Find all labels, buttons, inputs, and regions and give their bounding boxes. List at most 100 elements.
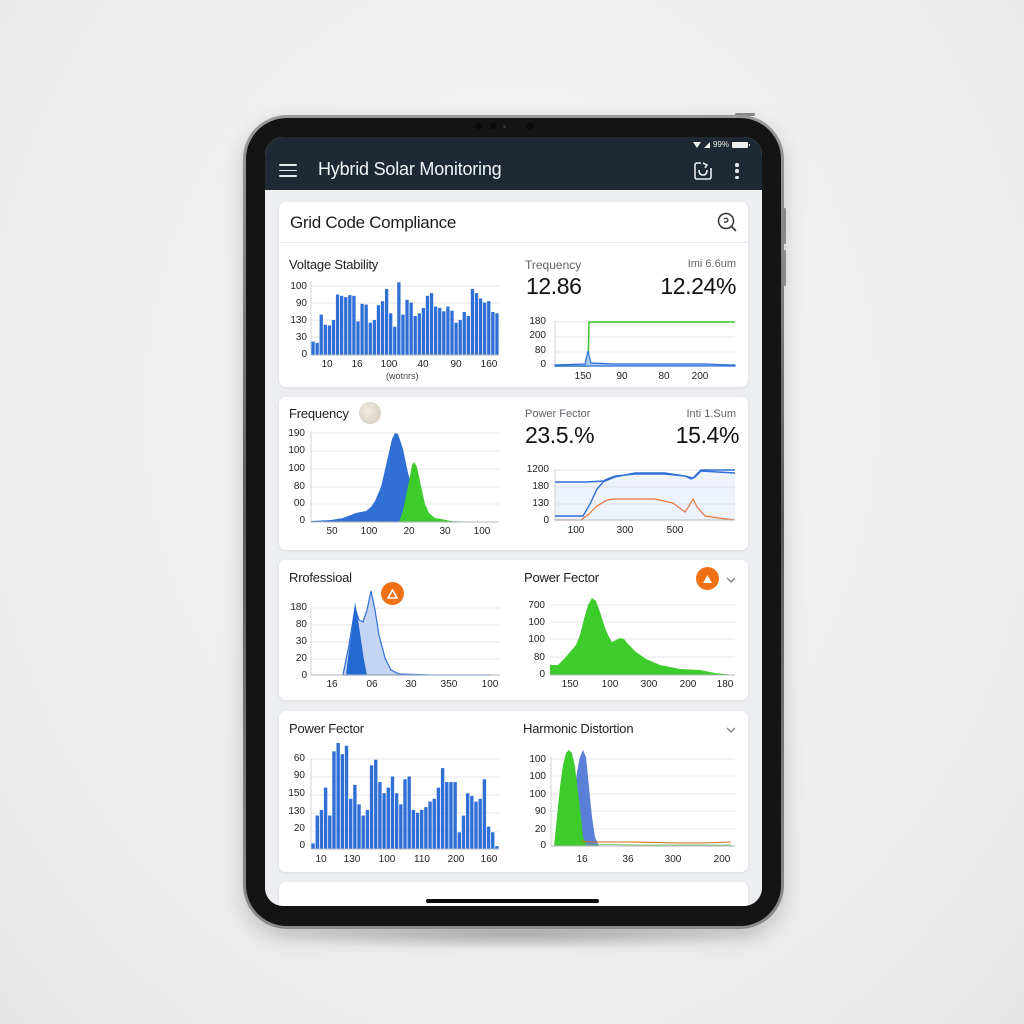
bar: [327, 325, 332, 355]
bar: [465, 793, 470, 849]
x-tick: 16: [576, 854, 588, 865]
y-tick: 0: [299, 840, 305, 851]
x-tick: 90: [616, 371, 628, 382]
x-tick: 200: [713, 854, 731, 865]
x-tick: 500: [666, 525, 684, 536]
bar: [411, 809, 416, 849]
bar: [311, 843, 315, 849]
search-icon[interactable]: [716, 211, 738, 233]
x-tick: 160: [480, 359, 498, 370]
bar: [449, 782, 453, 849]
bar: [421, 307, 426, 355]
y-tick: 20: [295, 653, 307, 664]
x-tick: 100: [567, 525, 585, 536]
x-tick: 100: [473, 526, 491, 537]
bar: [356, 321, 360, 355]
x-tick: 200: [679, 679, 697, 690]
x-tick: 100: [481, 679, 499, 690]
more-vertical-icon[interactable]: [733, 162, 741, 180]
y-tick: 100: [290, 281, 307, 292]
front-cameras: [475, 122, 534, 130]
bar: [478, 298, 483, 355]
power-factor-bars-panel: Power Fector 60 90 150 130 20 0 10 130 1…: [279, 711, 514, 872]
wifi-icon: [692, 141, 701, 148]
y-tick: 180: [529, 316, 546, 327]
y-tick: 0: [543, 515, 549, 526]
menu-icon[interactable]: [279, 164, 297, 178]
metric-value: 15.4%: [675, 422, 740, 448]
status-bar: 99%: [692, 140, 750, 149]
home-indicator[interactable]: [426, 899, 599, 903]
warning-icon[interactable]: [696, 567, 719, 590]
bar: [407, 776, 411, 849]
bar: [378, 782, 382, 849]
x-tick: 100: [360, 526, 378, 537]
bar: [315, 815, 319, 849]
power-factor-line-chart: [554, 469, 736, 521]
bar: [457, 832, 461, 849]
voltage-bar-chart: [310, 281, 499, 356]
y-tick: 100: [288, 463, 305, 474]
avatar[interactable]: [359, 402, 381, 424]
chevron-down-icon[interactable]: [725, 573, 737, 585]
y-tick: 130: [532, 498, 549, 509]
metric-label: Power Fector: [525, 408, 591, 420]
x-axis-caption: (wotnrs): [386, 371, 419, 381]
y-tick: 80: [293, 481, 305, 492]
bar: [440, 768, 445, 849]
x-tick: 100: [380, 359, 398, 370]
x-tick: 06: [366, 679, 378, 690]
x-tick: 200: [691, 371, 709, 382]
bar: [454, 322, 458, 355]
bar: [397, 282, 401, 355]
bar: [495, 313, 499, 355]
x-tick: 50: [326, 526, 338, 537]
bar: [470, 289, 475, 355]
sync-icon[interactable]: [693, 161, 713, 181]
harmonic-distortion-chart: [550, 750, 735, 847]
x-tick: 100: [601, 679, 619, 690]
battery-icon: [732, 141, 750, 148]
panel-title: Power Fector: [289, 721, 364, 736]
frequency-card: Frequency 190 100 100 80 00 0 50 100 20 …: [279, 397, 748, 550]
bar: [394, 793, 399, 849]
bar: [353, 784, 357, 849]
bar: [311, 341, 315, 355]
y-tick: 00: [293, 498, 305, 509]
app-bar: 99% Hybrid Solar Monitoring: [265, 137, 762, 190]
power-button: [735, 113, 755, 116]
y-tick: 0: [301, 349, 307, 360]
power-factor-panel: Power Fector 700 100 100 80 0 150 100 30…: [515, 560, 748, 700]
camera-lens: [526, 122, 534, 130]
warning-icon[interactable]: [381, 582, 404, 605]
x-tick: 130: [343, 854, 361, 865]
harmonic-distortion-panel: Harmonic Distortion 100 100 100 90 20 0 …: [515, 711, 748, 872]
x-tick: 300: [640, 679, 658, 690]
bar: [445, 782, 449, 849]
bar: [382, 793, 386, 849]
bar: [486, 826, 491, 849]
bar: [344, 745, 349, 849]
x-tick: 36: [622, 854, 634, 865]
bar: [413, 315, 417, 355]
camera-led: [503, 124, 506, 128]
bar: [344, 297, 348, 355]
x-tick: 80: [658, 371, 670, 382]
x-tick: 30: [439, 526, 451, 537]
bar: [474, 801, 478, 849]
panel-title: Rrofessioal: [289, 570, 352, 585]
y-tick: 0: [301, 670, 307, 681]
bar: [453, 782, 457, 849]
bar: [446, 306, 450, 355]
y-tick: 100: [529, 754, 546, 765]
bar: [328, 815, 332, 849]
bar: [335, 294, 340, 355]
bar: [390, 776, 395, 849]
chevron-down-icon[interactable]: [725, 723, 737, 735]
bar: [428, 801, 432, 849]
bar: [487, 301, 491, 355]
bar: [389, 313, 393, 355]
bar: [349, 798, 353, 849]
bar: [364, 304, 368, 355]
y-tick: 60: [293, 753, 305, 764]
